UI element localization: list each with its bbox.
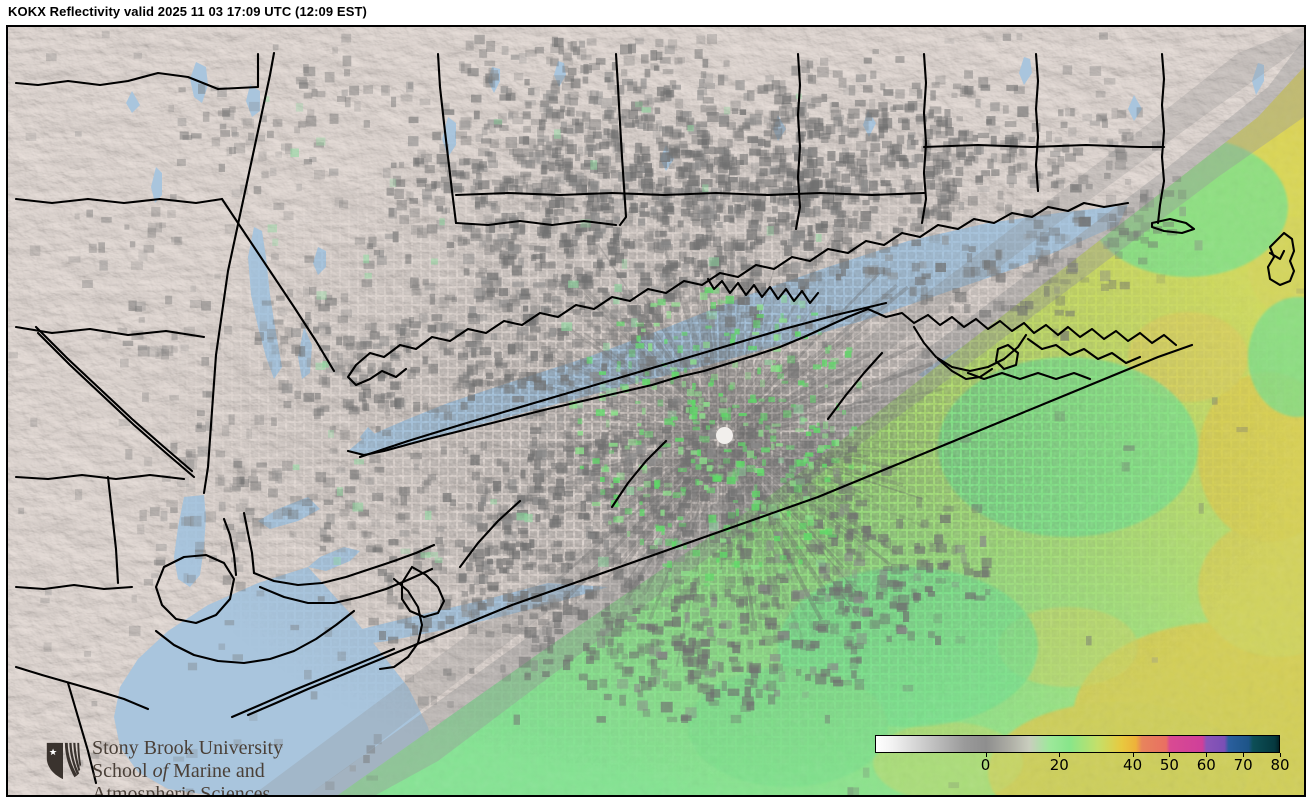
ground-clutter-layer (8, 27, 1304, 795)
colorbar-tick-mark (1280, 753, 1281, 757)
page-title: KOKX Reflectivity valid 2025 11 03 17:09… (8, 4, 367, 19)
sbu-logo: Stony Brook University School of Marine … (44, 737, 314, 797)
sbu-shield-icon (46, 742, 82, 780)
colorbar-tick-mark (1059, 753, 1061, 757)
logo-line-2a: School (92, 760, 153, 782)
logo-line-2b: of (152, 760, 169, 782)
colorbar-gradient (875, 735, 1280, 753)
colorbar-tick-labels: 0 20 40 50 60 70 80 (875, 753, 1290, 778)
colorbar-tick-mark (1206, 753, 1208, 757)
logo-line-3: Atmospheric Sciences (92, 783, 271, 797)
colorbar-tick-label: 0 (980, 756, 991, 774)
colorbar-tick-label: 60 (1196, 756, 1216, 774)
logo-line-2: School of Marine and (92, 760, 283, 783)
colorbar-tick-label: 40 (1123, 756, 1143, 774)
near-radar-green-layer (569, 287, 866, 587)
boundaries-layer (14, 51, 1296, 785)
colorbar-tick-mark (1243, 753, 1245, 757)
map-canvas[interactable]: Stony Brook University School of Marine … (8, 27, 1304, 795)
radar-site-marker (716, 427, 733, 444)
colorbar-tick-label: 70 (1233, 756, 1253, 774)
colorbar-tick-mark (1132, 753, 1134, 757)
colorbar: 0 20 40 50 60 70 80 (875, 735, 1290, 781)
scattered-clutter-layer (8, 30, 1304, 795)
colorbar-tick-label: 20 (1049, 756, 1069, 774)
sbu-logo-text: Stony Brook University School of Marine … (92, 737, 284, 797)
logo-line-2c: Marine and (168, 760, 265, 782)
colorbar-tick-label: 50 (1159, 756, 1179, 774)
colorbar-tick-mark (1169, 753, 1171, 757)
colorbar-tick-label: 80 (1270, 756, 1290, 774)
logo-line-1: Stony Brook University (92, 737, 284, 759)
colorbar-tick-mark (985, 753, 987, 757)
map-frame[interactable]: Stony Brook University School of Marine … (6, 25, 1306, 797)
